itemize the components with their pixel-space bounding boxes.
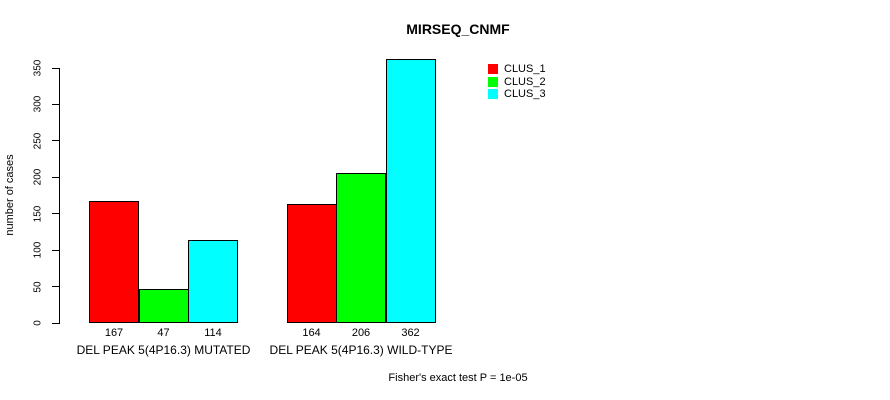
y-axis-line [59, 68, 60, 324]
bar [336, 172, 386, 323]
category-label: DEL PEAK 5(4P16.3) MUTATED [76, 343, 251, 357]
bar [286, 203, 337, 323]
legend-label: CLUS_2 [504, 75, 546, 88]
chart-title: MIRSEQ_CNMF [406, 21, 510, 37]
y-tick-label: 350 [32, 59, 44, 77]
y-axis-label: number of cases [4, 154, 16, 236]
y-tick [52, 67, 59, 69]
bar-value-label: 206 [351, 327, 371, 339]
bar-value-label: 362 [401, 327, 420, 339]
bar-value-label: 47 [157, 327, 170, 339]
y-tick-label: 0 [32, 320, 44, 326]
legend-swatch [488, 64, 498, 75]
y-tick-label: 250 [32, 132, 44, 150]
legend-item: CLUS_1 [488, 63, 546, 75]
legend-item: CLUS_2 [488, 75, 546, 88]
bar-value-label: 114 [204, 327, 222, 339]
legend-swatch [488, 76, 498, 87]
y-tick [52, 322, 59, 324]
y-tick [52, 249, 59, 251]
y-tick [52, 176, 59, 178]
y-tick-label: 50 [32, 281, 44, 293]
legend-label: CLUS_1 [504, 63, 546, 76]
legend-label: CLUS_3 [504, 87, 546, 100]
y-tick [52, 103, 59, 105]
bar-value-label: 167 [104, 327, 124, 339]
y-tick-label: 150 [32, 205, 44, 223]
y-tick [52, 213, 59, 215]
y-tick [52, 286, 59, 288]
legend-swatch [488, 88, 498, 99]
bar-value-label: 164 [302, 327, 321, 339]
bar [188, 239, 238, 323]
y-tick-label: 200 [32, 168, 44, 186]
bar [89, 201, 139, 323]
bar [385, 59, 436, 323]
category-label: DEL PEAK 5(4P16.3) WILD-TYPE [269, 343, 453, 357]
legend-item: CLUS_3 [488, 88, 546, 100]
y-tick [52, 140, 59, 142]
y-tick-label: 300 [32, 96, 44, 113]
bar [138, 288, 189, 323]
annotation-text: Fisher's exact test P = 1e-05 [388, 372, 528, 384]
y-tick-label: 100 [32, 241, 44, 259]
legend: CLUS_1 CLUS_2 CLUS_3 [488, 63, 546, 100]
